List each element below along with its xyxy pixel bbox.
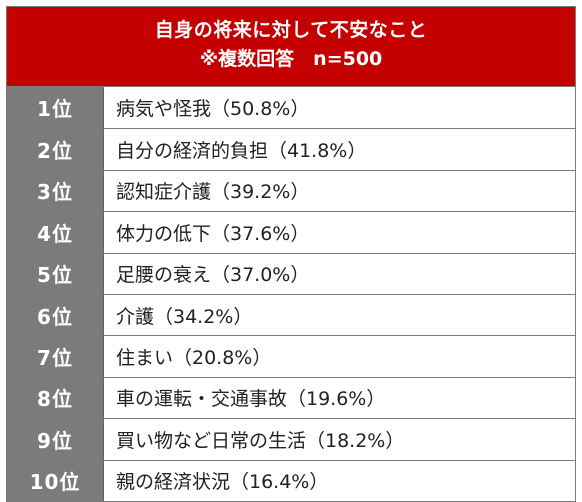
item-cell: 買い物など日常の生活（18.2%） [104,419,575,460]
item-cell: 介護（34.2%） [104,294,575,336]
item-cell: 車の運転・交通事故（19.6%） [104,377,575,419]
rank-cell: 5位 [7,253,104,294]
rank-cell: 8位 [7,377,104,419]
rank-cell: 2位 [7,129,104,170]
item-cell: 認知症介護（39.2%） [104,170,575,212]
table-row: 6位 介護（34.2%） [7,293,575,336]
ranking-rows: 1位 病気や怪我（50.8%） 2位 自分の経済的負担（41.8%） 3位 認知… [7,87,575,501]
item-cell: 住まい（20.8%） [104,336,575,377]
table-title: 自身の将来に対して不安なこと [154,19,428,41]
table-header: 自身の将来に対して不安なこと ※複数回答 n=500 [7,7,575,87]
table-row: 2位 自分の経済的負担（41.8%） [7,128,575,170]
rank-cell: 7位 [7,336,104,377]
rank-cell: 10位 [7,460,104,501]
table-row: 4位 体力の低下（37.6%） [7,211,575,253]
item-cell: 親の経済状況（16.4%） [104,460,575,501]
rank-cell: 3位 [7,170,104,212]
table-row: 10位 親の経済状況（16.4%） [7,459,575,501]
rank-cell: 1位 [7,87,104,129]
rank-cell: 9位 [7,419,104,460]
item-cell: 体力の低下（37.6%） [104,212,575,253]
item-cell: 足腰の衰え（37.0%） [104,253,575,294]
table-row: 7位 住まい（20.8%） [7,335,575,377]
table-row: 8位 車の運転・交通事故（19.6%） [7,376,575,419]
table-row: 3位 認知症介護（39.2%） [7,169,575,212]
item-cell: 自分の経済的負担（41.8%） [104,129,575,170]
table-row: 1位 病気や怪我（50.8%） [7,87,575,129]
rank-cell: 4位 [7,212,104,253]
ranking-table: 自身の将来に対して不安なこと ※複数回答 n=500 1位 病気や怪我（50.8… [6,6,576,502]
rank-cell: 6位 [7,294,104,336]
table-row: 5位 足腰の衰え（37.0%） [7,252,575,294]
table-subtitle: ※複数回答 n=500 [199,48,383,70]
table-row: 9位 買い物など日常の生活（18.2%） [7,418,575,460]
item-cell: 病気や怪我（50.8%） [104,87,575,129]
